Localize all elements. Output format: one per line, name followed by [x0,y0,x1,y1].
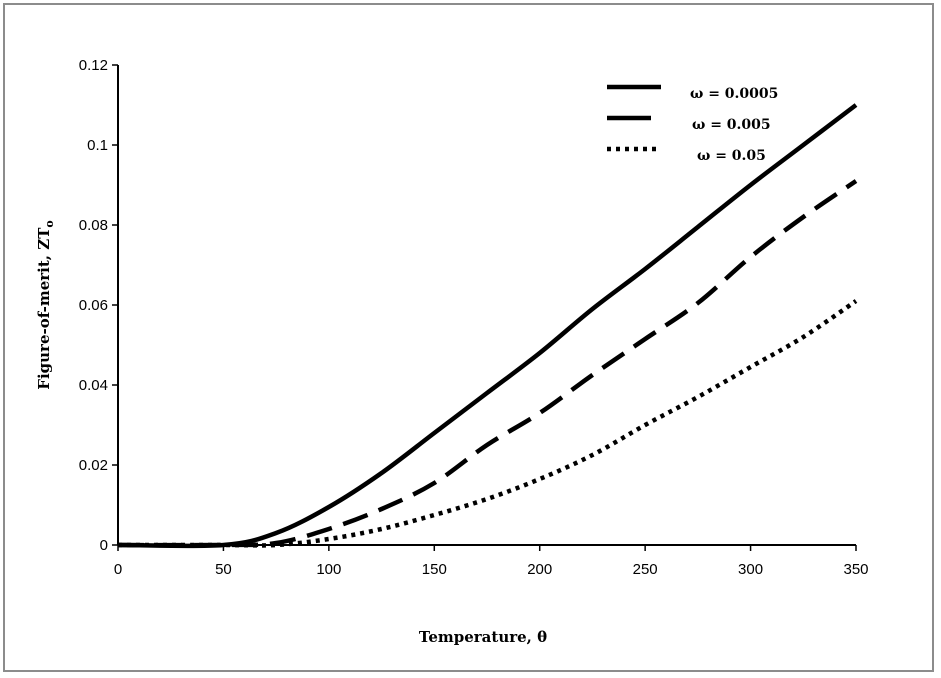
legend-label: ω = 0.005 [692,117,771,133]
y-axis-title-subscript: o [43,220,56,227]
x-tick-label: 0 [114,561,122,578]
x-axis-title-text: Temperature, θ [419,628,547,646]
x-tick-label: 300 [738,561,763,578]
x-axis-title: Temperature, θ [419,628,547,646]
series-line-dashed [117,179,858,548]
x-tick-label: 200 [527,561,552,578]
y-tick-label: 0 [100,537,108,554]
figure-frame [3,3,934,672]
y-axis-title-text: Figure-of-merit, ZT [35,227,53,390]
x-tick-label: 350 [843,561,868,578]
y-tick-label: 0.08 [79,217,108,234]
legend-label: ω = 0.0005 [690,86,778,102]
y-tick-label: 0.1 [87,137,108,154]
x-tick-label: 100 [316,561,341,578]
legend-label: ω = 0.05 [697,148,766,164]
series-line-solid [117,103,858,549]
y-tick-label: 0.06 [79,297,108,314]
axes [117,65,856,546]
y-tick-label: 0.12 [79,57,108,74]
x-tick-label: 50 [215,561,232,578]
legend: ω = 0.0005 ω = 0.005 ω = 0.05 [607,84,778,164]
series-lines [117,103,858,549]
y-axis-title: Figure-of-merit, ZTo [35,220,56,389]
y-tick-label: 0.04 [79,377,108,394]
x-tick-label: 250 [633,561,658,578]
ticks: 0 0.02 0.04 0.06 0.08 0.1 0.12 0 50 100 150 200 250 3… [79,57,869,578]
x-tick-label: 150 [422,561,447,578]
series-line-dotted [117,299,858,548]
y-tick-label: 0.02 [79,457,108,474]
